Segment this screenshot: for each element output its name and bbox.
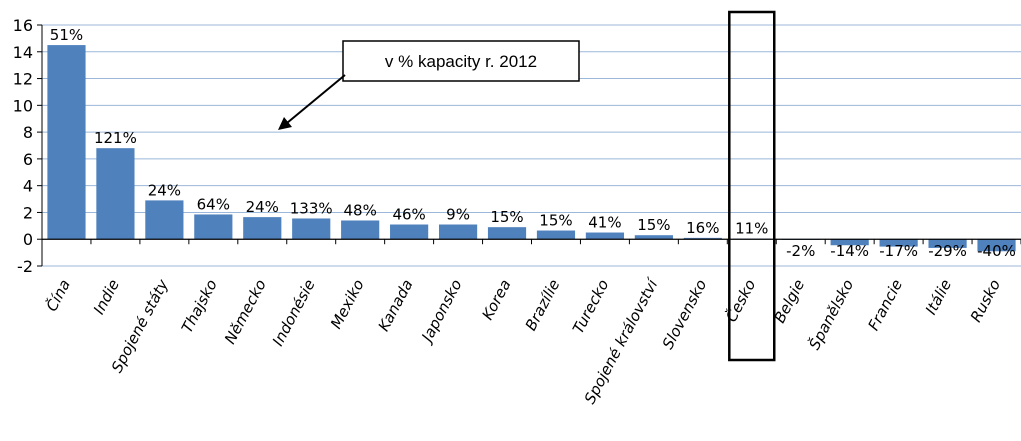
bar xyxy=(243,217,282,240)
annotation-text: v % kapacity r. 2012 xyxy=(385,52,537,71)
x-tick-label: Belgie xyxy=(770,276,808,326)
bar xyxy=(194,214,233,240)
highlight-box xyxy=(728,10,776,362)
bar xyxy=(487,227,527,240)
annotation-box xyxy=(342,40,580,82)
y-tick-label: 14 xyxy=(13,43,33,62)
x-tick-label: Slovensko xyxy=(659,276,711,352)
data-label: 9% xyxy=(446,205,470,223)
data-label: -29% xyxy=(928,242,967,260)
bar xyxy=(96,148,135,240)
data-label: 16% xyxy=(686,219,719,237)
x-tick-label: Německo xyxy=(221,276,270,347)
data-label: 15% xyxy=(490,208,523,226)
data-labels: 51% 121% 24% 64% 24% 133% 48% 46% 9% 15% 15% 41% 15%… xyxy=(50,26,1016,260)
bar xyxy=(683,237,722,240)
data-label: 41% xyxy=(588,214,621,232)
bars xyxy=(47,45,1016,252)
y-tick-label: 16 xyxy=(13,16,33,35)
data-label: -40% xyxy=(977,242,1016,260)
x-tick-label: Korea xyxy=(478,276,514,322)
data-label: 121% xyxy=(94,129,137,147)
bar xyxy=(585,232,625,240)
annotation-arrow-head xyxy=(278,117,292,130)
data-label: 24% xyxy=(148,181,181,199)
x-tick-label: Itálie xyxy=(922,276,955,317)
bar xyxy=(879,239,918,247)
x-tick-label: Thajsko xyxy=(178,276,221,335)
x-tick-label: Španělsko xyxy=(804,276,857,353)
x-tick-label: Rusko xyxy=(967,276,1004,325)
x-tick-label: Česko xyxy=(721,276,759,325)
y-tick-label: 6 xyxy=(23,150,33,169)
bar xyxy=(634,235,673,240)
data-label: 48% xyxy=(344,201,377,219)
data-label: -2% xyxy=(786,242,815,260)
annotation: v % kapacity r. 2012 xyxy=(278,40,580,130)
y-tick-label: 2 xyxy=(23,203,33,222)
bar xyxy=(341,220,380,240)
data-label: 11% xyxy=(735,220,768,238)
bar xyxy=(438,224,478,240)
bar xyxy=(292,218,331,240)
x-tick-label: Indonésie xyxy=(269,276,319,349)
x-tick-label: Turecko xyxy=(569,276,612,336)
bar xyxy=(928,239,967,248)
x-tick-label: Japonsko xyxy=(417,276,466,347)
y-tick-label: 0 xyxy=(23,230,33,249)
data-label: 51% xyxy=(50,26,83,44)
bar xyxy=(977,239,1016,252)
y-tick-label: 4 xyxy=(23,177,33,196)
y-tick-label: 12 xyxy=(13,70,33,89)
bar xyxy=(145,200,184,240)
data-label: 24% xyxy=(246,198,279,216)
bar xyxy=(536,230,576,240)
data-label: 15% xyxy=(637,216,670,234)
bar xyxy=(830,239,869,246)
data-label: 15% xyxy=(539,212,572,230)
x-tick-label: Francie xyxy=(864,276,906,333)
x-tick-label: Indie xyxy=(90,276,123,317)
x-tick-label: Čína xyxy=(42,276,74,314)
x-tick-label: Mexiko xyxy=(327,276,368,331)
y-axis: -2 0 2 4 6 8 10 12 14 16 xyxy=(13,16,43,276)
bar xyxy=(47,45,86,240)
x-tick-label: Kanada xyxy=(375,276,417,334)
data-label: 133% xyxy=(290,199,333,217)
annotation-arrow-line xyxy=(286,74,346,124)
data-label: 46% xyxy=(392,205,425,223)
y-tick-label: 10 xyxy=(13,96,33,115)
x-tick-label: Brazílie xyxy=(522,276,564,333)
gridlines xyxy=(42,24,1021,267)
data-label: 64% xyxy=(197,195,230,213)
y-tick-label: 8 xyxy=(23,123,33,142)
data-label: -17% xyxy=(879,242,918,260)
y-tick-label: -2 xyxy=(17,257,33,276)
data-label: -14% xyxy=(830,242,869,260)
bar xyxy=(390,224,429,240)
